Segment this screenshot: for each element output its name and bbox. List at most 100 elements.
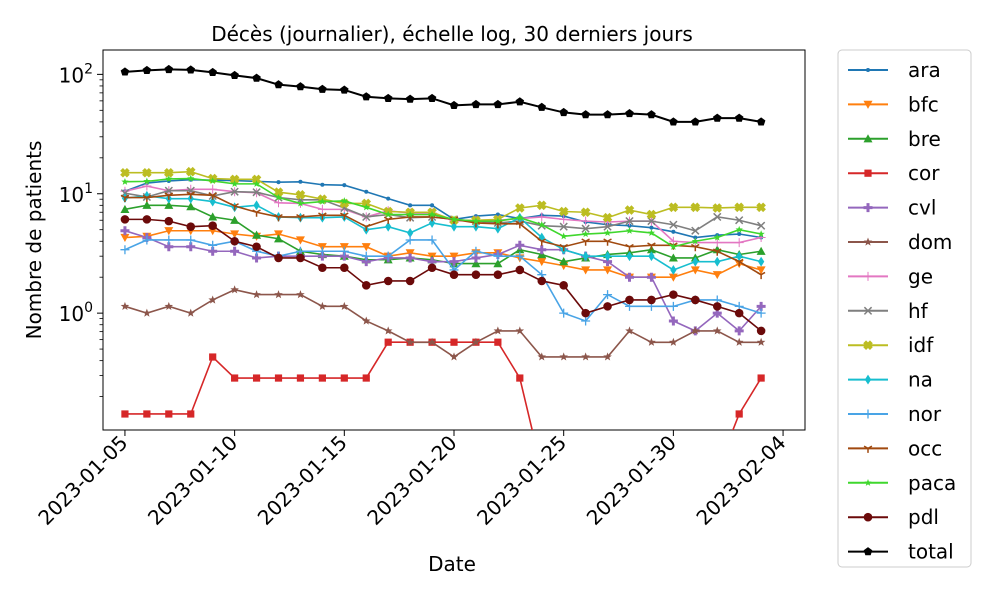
data-point-hf	[362, 212, 371, 222]
legend-marker	[863, 100, 873, 109]
data-point-bre	[186, 202, 196, 211]
data-point-paca	[757, 230, 765, 238]
data-point-total	[296, 82, 305, 91]
legend-marker	[864, 374, 872, 385]
data-point-ara	[408, 203, 413, 208]
x-tick-label: 2023-01-30	[582, 431, 681, 530]
data-point-dom	[296, 290, 305, 299]
data-point-paca	[647, 229, 656, 236]
series-hf	[120, 186, 766, 235]
data-point-cvl	[405, 253, 415, 263]
legend-item-na: na	[848, 368, 933, 392]
data-point-pdl	[120, 215, 130, 224]
data-point-occ	[208, 192, 217, 200]
data-point-occ	[340, 212, 349, 220]
data-point-dom	[340, 301, 349, 310]
data-point-total	[493, 99, 503, 109]
data-point-occ	[691, 243, 700, 252]
data-point-na	[450, 221, 458, 232]
legend-marker	[865, 67, 871, 73]
series-paca	[121, 174, 765, 250]
legend-label: cvl	[908, 196, 936, 220]
x-tick-label: 2023-01-20	[362, 431, 461, 530]
legend-marker	[864, 478, 872, 486]
data-point-pdl	[296, 253, 305, 263]
data-point-dom	[186, 308, 196, 317]
data-point-cvl	[120, 226, 130, 236]
data-point-cvl	[537, 245, 547, 255]
data-point-pdl	[186, 222, 196, 231]
data-point-idf	[536, 200, 547, 211]
data-point-total	[274, 80, 283, 89]
data-point-ara	[342, 183, 347, 188]
data-point-cor	[296, 374, 305, 382]
data-point-nor	[756, 308, 766, 318]
data-point-total	[603, 110, 612, 119]
data-point-cor	[516, 374, 524, 382]
data-point-pdl	[712, 302, 722, 311]
series-idf	[120, 166, 766, 226]
data-point-paca	[516, 213, 524, 221]
data-point-hf	[691, 226, 700, 235]
data-point-pdl	[252, 242, 261, 252]
data-point-bre	[559, 257, 569, 266]
data-point-bfc	[230, 230, 240, 239]
data-point-occ	[164, 192, 174, 200]
data-point-occ	[537, 238, 547, 246]
legend-item-hf: hf	[848, 299, 929, 323]
data-point-dom	[449, 352, 459, 361]
data-point-cor	[165, 410, 173, 418]
data-point-paca	[538, 220, 546, 228]
data-point-hf	[559, 222, 568, 231]
data-point-na	[209, 196, 216, 207]
legend-box	[837, 49, 972, 568]
data-point-dom	[274, 290, 283, 299]
x-axis: 2023-01-05 2023-01-10 2023-01-15 2023-01-20…	[33, 430, 791, 530]
data-point-pdl	[449, 270, 459, 279]
legend-marker	[863, 547, 873, 556]
data-point-nor	[581, 316, 591, 326]
data-point-total	[712, 113, 722, 122]
x-tick-label: 2023-01-25	[472, 431, 571, 530]
data-point-cor	[143, 410, 151, 418]
data-point-ara	[737, 231, 742, 237]
data-point-occ	[186, 191, 196, 199]
data-point-hf	[669, 220, 678, 229]
data-point-cor	[318, 374, 326, 382]
data-point-dom	[691, 326, 700, 335]
data-point-pdl	[625, 295, 634, 305]
data-point-paca	[560, 232, 568, 240]
data-point-ara	[298, 179, 303, 184]
data-point-ge	[208, 184, 218, 194]
data-point-pdl	[669, 290, 678, 299]
data-point-bfc	[361, 243, 371, 252]
data-point-idf	[295, 190, 306, 200]
data-point-ge	[317, 204, 327, 214]
legend-marker	[863, 271, 873, 281]
data-point-bfc	[712, 271, 722, 280]
data-point-paca	[581, 230, 590, 238]
data-point-dom	[208, 295, 217, 304]
data-point-bre	[252, 230, 262, 239]
data-point-nor	[142, 235, 152, 245]
data-point-nor	[339, 246, 349, 256]
data-point-total	[537, 102, 547, 111]
x-tick-label: 2023-02-04	[691, 431, 790, 530]
legend-marker	[863, 340, 873, 350]
data-point-na	[582, 251, 589, 262]
data-point-dom	[120, 301, 130, 310]
data-point-cor	[494, 338, 502, 346]
data-point-dom	[318, 301, 327, 310]
series-pdl	[120, 215, 766, 336]
data-point-dom	[361, 316, 371, 325]
data-point-total	[647, 110, 656, 119]
data-point-idf	[142, 167, 152, 178]
data-point-ge	[581, 216, 591, 226]
legend-label: ge	[908, 264, 933, 288]
data-point-paca	[252, 180, 261, 187]
data-point-paca	[209, 177, 217, 185]
data-point-dom	[669, 337, 678, 346]
data-point-pdl	[471, 270, 481, 279]
data-point-nor	[317, 246, 327, 256]
